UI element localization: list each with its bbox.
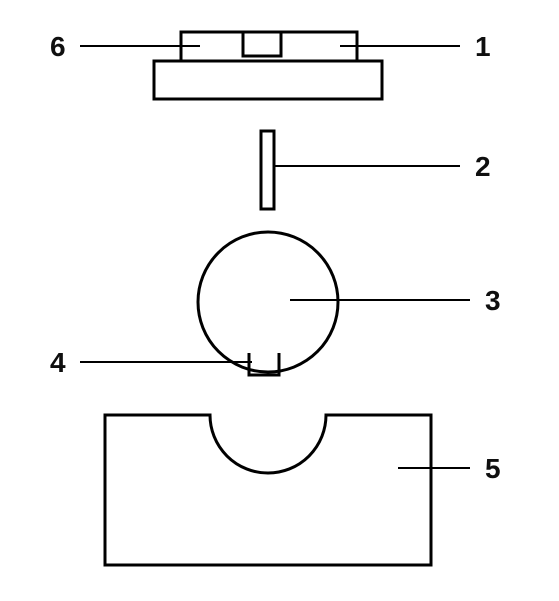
- base-block: [105, 415, 431, 565]
- callout-l6: 6: [50, 31, 66, 62]
- top-notch: [243, 32, 281, 56]
- callout-l1: 1: [475, 31, 491, 62]
- callout-l2: 2: [475, 151, 491, 182]
- vertical-bar: [261, 131, 274, 209]
- callout-l4: 4: [50, 347, 66, 378]
- callout-l3: 3: [485, 285, 501, 316]
- callout-l5: 5: [485, 453, 501, 484]
- top-plinth: [154, 61, 382, 99]
- sphere: [198, 232, 338, 372]
